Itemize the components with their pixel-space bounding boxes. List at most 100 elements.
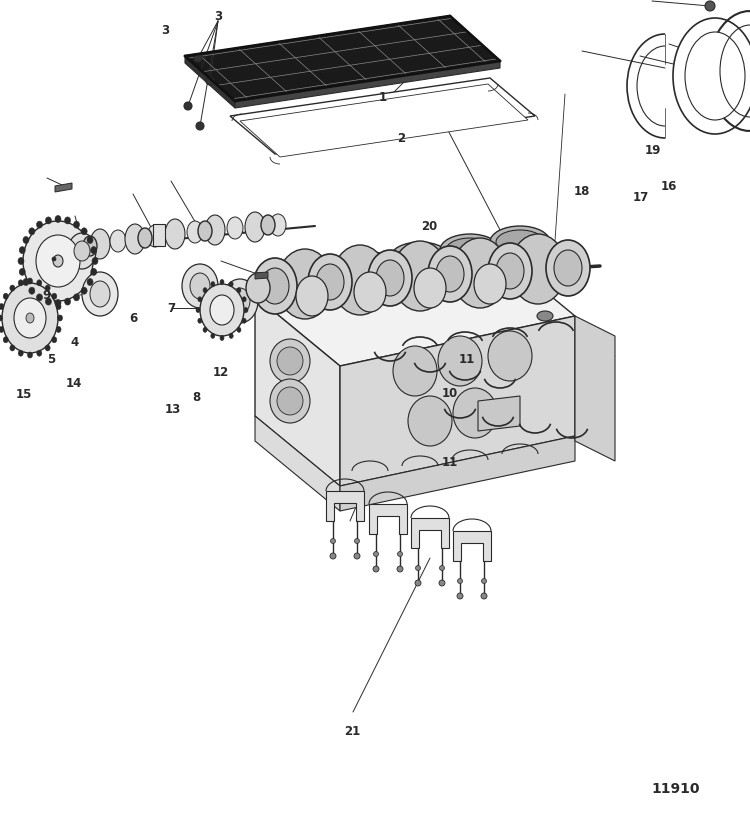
Polygon shape (185, 16, 500, 101)
Ellipse shape (474, 264, 506, 304)
Ellipse shape (277, 249, 333, 319)
Text: 11910: 11910 (652, 782, 700, 796)
Ellipse shape (20, 246, 26, 254)
Ellipse shape (340, 252, 400, 284)
Ellipse shape (496, 253, 524, 289)
Ellipse shape (14, 298, 46, 338)
Ellipse shape (440, 565, 445, 570)
Ellipse shape (56, 304, 61, 309)
Ellipse shape (23, 278, 29, 286)
Text: 2: 2 (398, 132, 405, 145)
Ellipse shape (227, 217, 243, 239)
Ellipse shape (83, 236, 97, 256)
Ellipse shape (270, 379, 310, 423)
Polygon shape (230, 78, 535, 154)
Ellipse shape (196, 122, 204, 130)
Ellipse shape (270, 339, 310, 383)
Ellipse shape (45, 285, 50, 291)
Ellipse shape (68, 233, 96, 269)
Ellipse shape (0, 315, 2, 321)
Ellipse shape (376, 260, 404, 296)
Ellipse shape (74, 241, 90, 261)
Ellipse shape (705, 1, 715, 11)
Ellipse shape (45, 345, 50, 351)
Ellipse shape (53, 255, 63, 267)
Ellipse shape (316, 264, 344, 300)
Polygon shape (369, 504, 407, 534)
Ellipse shape (354, 553, 360, 559)
Ellipse shape (392, 241, 448, 311)
Ellipse shape (90, 281, 110, 307)
Ellipse shape (184, 102, 192, 110)
Polygon shape (255, 416, 340, 511)
Ellipse shape (3, 293, 8, 299)
Ellipse shape (200, 284, 244, 336)
Ellipse shape (190, 273, 210, 299)
Polygon shape (575, 316, 615, 461)
Ellipse shape (554, 250, 582, 286)
Ellipse shape (390, 242, 450, 274)
Ellipse shape (10, 285, 15, 291)
Text: 13: 13 (164, 403, 181, 416)
Ellipse shape (28, 228, 34, 235)
Text: 6: 6 (129, 312, 138, 325)
Text: 11: 11 (442, 456, 458, 469)
Ellipse shape (36, 235, 80, 287)
Ellipse shape (685, 32, 745, 120)
Ellipse shape (346, 256, 394, 280)
Text: 19: 19 (644, 144, 661, 157)
Ellipse shape (496, 230, 544, 254)
Ellipse shape (165, 219, 185, 249)
Ellipse shape (428, 246, 472, 302)
Ellipse shape (277, 387, 303, 415)
Ellipse shape (52, 257, 56, 261)
Polygon shape (240, 84, 528, 157)
Text: 3: 3 (214, 10, 222, 23)
Ellipse shape (203, 327, 207, 332)
Ellipse shape (242, 318, 246, 323)
Ellipse shape (182, 264, 218, 308)
Ellipse shape (18, 280, 23, 286)
Polygon shape (340, 316, 575, 486)
Ellipse shape (37, 221, 43, 228)
Ellipse shape (230, 288, 250, 314)
Text: 10: 10 (442, 387, 458, 400)
Ellipse shape (20, 268, 26, 275)
Text: 7: 7 (167, 302, 175, 315)
Ellipse shape (270, 214, 286, 236)
Text: 20: 20 (421, 220, 437, 233)
Polygon shape (255, 246, 575, 366)
Text: 14: 14 (65, 377, 82, 390)
Ellipse shape (2, 283, 58, 353)
Ellipse shape (481, 593, 487, 599)
Ellipse shape (354, 272, 386, 312)
Ellipse shape (198, 221, 212, 241)
Ellipse shape (74, 221, 80, 228)
Bar (153, 224, 165, 246)
Ellipse shape (332, 245, 388, 315)
Ellipse shape (81, 228, 87, 235)
Ellipse shape (198, 318, 202, 323)
Ellipse shape (330, 553, 336, 559)
Ellipse shape (138, 228, 152, 248)
Text: 17: 17 (633, 191, 650, 204)
Ellipse shape (537, 311, 553, 321)
Ellipse shape (368, 250, 412, 306)
Ellipse shape (91, 246, 97, 254)
Polygon shape (340, 436, 575, 511)
Ellipse shape (46, 298, 52, 305)
Ellipse shape (242, 297, 246, 302)
Polygon shape (55, 183, 72, 192)
Ellipse shape (308, 254, 352, 310)
Ellipse shape (90, 229, 110, 259)
Ellipse shape (230, 334, 233, 339)
Ellipse shape (261, 268, 289, 304)
Ellipse shape (205, 215, 225, 245)
Ellipse shape (64, 217, 70, 224)
Ellipse shape (87, 278, 93, 286)
Ellipse shape (0, 304, 4, 309)
Ellipse shape (446, 238, 494, 262)
Ellipse shape (331, 539, 335, 543)
Ellipse shape (28, 287, 34, 295)
Ellipse shape (64, 298, 70, 305)
